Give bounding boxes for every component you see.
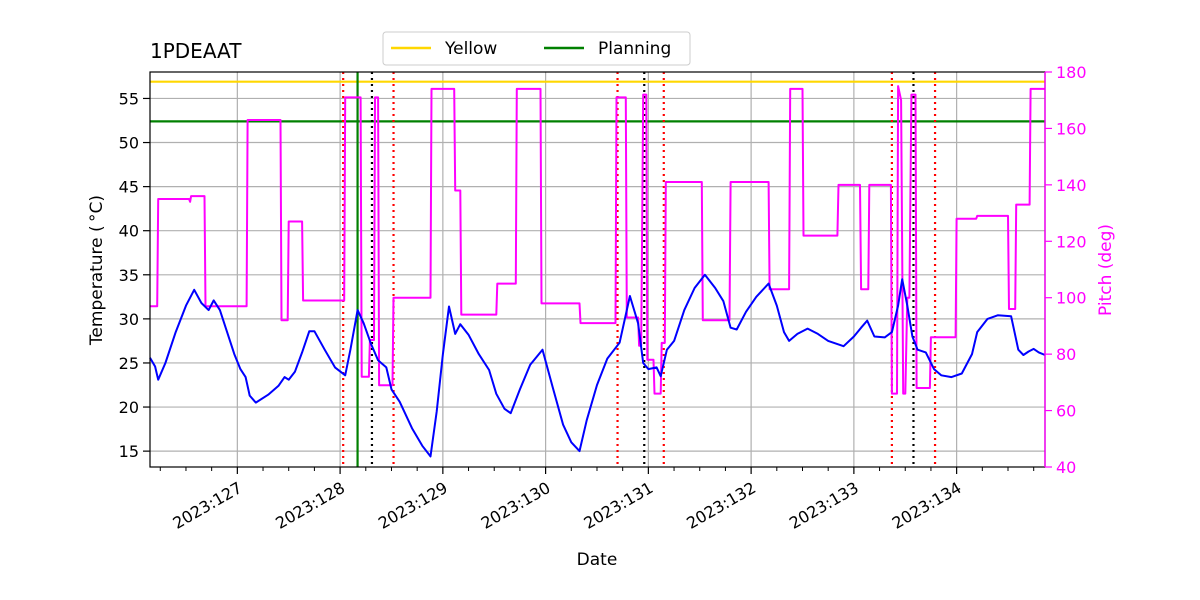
legend-label-yellow: Yellow — [444, 39, 497, 59]
x-axis-label: Date — [577, 550, 618, 570]
y2-tick-label: 60 — [1056, 402, 1076, 421]
x-tick-label: 2023:130 — [478, 478, 554, 533]
threshold-lines — [150, 80, 1045, 123]
x-tick-label: 2023:132 — [683, 478, 759, 533]
y2-tick-label: 100 — [1056, 289, 1087, 308]
y-tick-label: 35 — [119, 266, 139, 285]
chart-title: 1PDEAAT — [150, 39, 242, 63]
x-tick-label: 2023:131 — [580, 478, 656, 533]
y2-tick-label: 160 — [1056, 119, 1087, 138]
y2-tick-label: 120 — [1056, 232, 1087, 251]
event-markers — [342, 72, 937, 467]
y-tick-label: 30 — [119, 310, 139, 329]
y2-tick-label: 180 — [1056, 63, 1087, 82]
pitch-line — [150, 85, 1045, 395]
y-tick-label: 55 — [119, 89, 139, 108]
axes: 2023:127 2023:128 2023:129 2023:130 2023:131… — [119, 63, 1087, 533]
x-tick-label: 2023:128 — [272, 478, 348, 533]
x-tick-label: 2023:129 — [375, 478, 451, 533]
legend: Yellow Planning — [382, 31, 691, 66]
legend-label-planning: Planning — [598, 39, 671, 59]
y-tick-label: 45 — [119, 178, 139, 197]
y2-tick-label: 80 — [1056, 345, 1076, 364]
y-axis-label: Temperature ( °C) — [87, 195, 107, 346]
y-tick-label: 50 — [119, 134, 139, 153]
y-tick-label: 15 — [119, 442, 139, 461]
y2-axis-label: Pitch (deg) — [1096, 224, 1116, 316]
y-tick-label: 25 — [119, 354, 139, 373]
x-tick-label: 2023:133 — [786, 478, 862, 533]
pitch-series — [150, 85, 1045, 395]
y2-tick-label: 140 — [1056, 176, 1087, 195]
temperature-series — [149, 273, 1046, 458]
temperature-line — [149, 273, 1046, 458]
y-tick-label: 40 — [119, 222, 139, 241]
y-tick-label: 20 — [119, 398, 139, 417]
legend-box — [382, 31, 691, 66]
x-tick-label: 2023:127 — [169, 478, 245, 533]
x-tick-label: 2023:134 — [889, 478, 965, 533]
y2-tick-label: 40 — [1056, 458, 1076, 477]
